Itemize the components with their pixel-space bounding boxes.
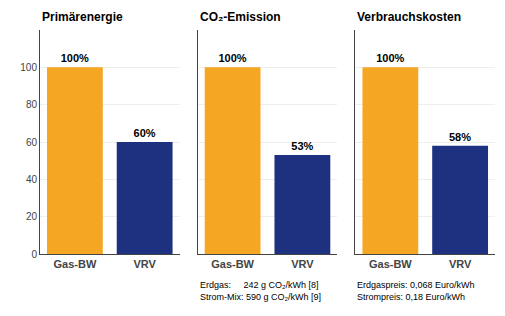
svg-text:Gas-BW: Gas-BW: [211, 258, 254, 270]
svg-text:40: 40: [26, 174, 38, 185]
svg-text:100%: 100%: [61, 52, 89, 64]
svg-text:VRV: VRV: [291, 258, 314, 270]
svg-text:Erdgas: 242 g CO₂/kWh [8]S: Erdgas: 242 g CO₂/kWh [8]Strom-Mix: 590 …: [200, 280, 321, 302]
svg-text:Gas-BW: Gas-BW: [369, 258, 412, 270]
svg-text:VRV: VRV: [449, 258, 472, 270]
svg-text:100: 100: [20, 62, 37, 73]
svg-text:Gas-BW: Gas-BW: [53, 258, 96, 270]
svg-text:20: 20: [26, 211, 38, 222]
svg-text:Erdgaspreis: 0,068 Euro/kWhStr: Erdgaspreis: 0,068 Euro/kWhStrompreis: 0…: [357, 280, 475, 302]
svg-text:100%: 100%: [218, 52, 246, 64]
svg-text:Primärenergie: Primärenergie: [42, 10, 123, 24]
svg-text:Verbrauchskosten: Verbrauchskosten: [357, 10, 461, 24]
svg-text:0: 0: [31, 249, 37, 260]
svg-text:CO₂-Emission: CO₂-Emission: [200, 10, 281, 24]
svg-text:58%: 58%: [449, 131, 471, 143]
svg-text:VRV: VRV: [133, 258, 156, 270]
svg-text:60: 60: [26, 137, 38, 148]
svg-text:60%: 60%: [134, 127, 156, 139]
svg-text:53%: 53%: [291, 140, 313, 152]
svg-text:80: 80: [26, 99, 38, 110]
svg-text:100%: 100%: [376, 52, 404, 64]
